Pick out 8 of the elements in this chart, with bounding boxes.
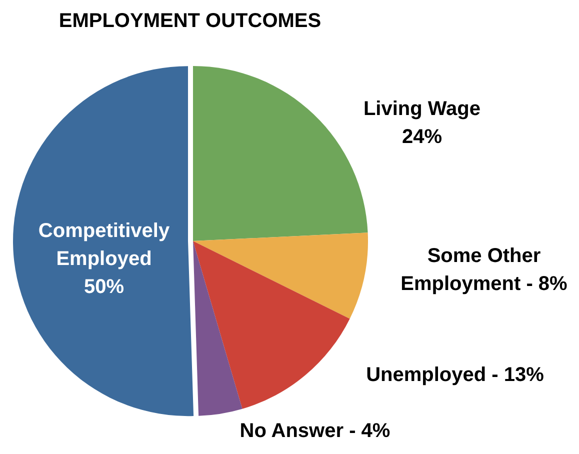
chart-title: EMPLOYMENT OUTCOMES <box>58 10 322 32</box>
slice-label: Some Other Employment - 8% <box>400 245 568 295</box>
slice-label: Competitively Employed <box>38 220 170 270</box>
data-label: 50% <box>84 276 124 298</box>
slice-label: No Answer - 4% <box>240 420 390 442</box>
data-label: 24% <box>402 126 442 148</box>
slice-label: Living Wage <box>363 98 481 120</box>
slice-label: Unemployed - 13% <box>366 364 544 386</box>
